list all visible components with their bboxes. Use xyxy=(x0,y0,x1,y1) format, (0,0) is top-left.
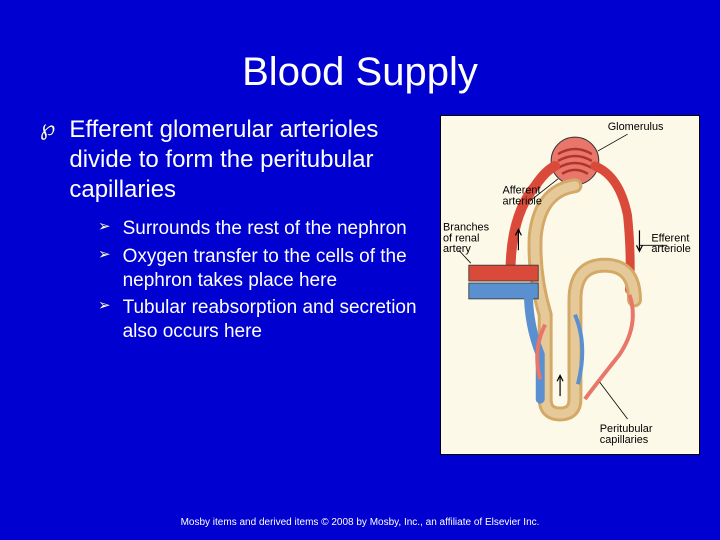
sub-bullet-text: Surrounds the rest of the nephron xyxy=(123,217,407,241)
main-bullet-symbol: ℘ xyxy=(40,115,55,141)
sub-bullet-text: Oxygen transfer to the cells of the neph… xyxy=(123,245,430,293)
copyright-footer: Mosby items and derived items © 2008 by … xyxy=(0,517,720,528)
label-glomerulus: Glomerulus xyxy=(608,121,664,133)
main-bullet-text: Efferent glomerular arterioles divide to… xyxy=(69,115,430,205)
label-peritubular: Peritubularcapillaries xyxy=(600,423,653,446)
slide-title: Blood Supply xyxy=(0,0,720,115)
label-branches: Branchesof renalartery xyxy=(443,221,490,255)
sub-bullet-symbol: ➢ xyxy=(98,245,111,265)
label-afferent: Afferentarteriole xyxy=(503,185,542,208)
nephron-diagram: Glomerulus Afferentarteriole Efferentart… xyxy=(440,115,700,455)
sub-bullet-list: ➢ Surrounds the rest of the nephron ➢ Ox… xyxy=(98,217,430,344)
glomerulus-icon xyxy=(551,137,599,185)
sub-bullet: ➢ Surrounds the rest of the nephron xyxy=(98,217,430,241)
sub-bullet: ➢ Tubular reabsorption and secretion als… xyxy=(98,296,430,344)
main-bullet: ℘ Efferent glomerular arterioles divide … xyxy=(40,115,430,205)
sub-bullet-symbol: ➢ xyxy=(98,217,111,237)
text-column: ℘ Efferent glomerular arterioles divide … xyxy=(40,115,440,455)
sub-bullet-text: Tubular reabsorption and secretion also … xyxy=(123,296,430,344)
sub-bullet: ➢ Oxygen transfer to the cells of the ne… xyxy=(98,245,430,293)
label-efferent: Efferentarteriole xyxy=(651,232,690,255)
sub-bullet-symbol: ➢ xyxy=(98,296,111,316)
content-row: ℘ Efferent glomerular arterioles divide … xyxy=(0,115,720,455)
